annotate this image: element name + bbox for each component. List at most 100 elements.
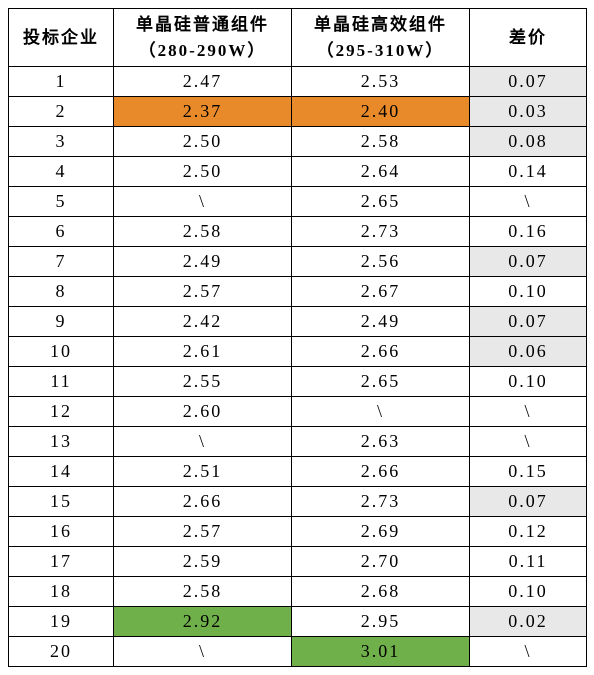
cell-diff: \ — [470, 397, 587, 427]
table-row: 20\3.01\ — [9, 637, 587, 667]
cell-standard: 2.61 — [114, 337, 292, 367]
table-row: 82.572.670.10 — [9, 277, 587, 307]
cell-standard: 2.50 — [114, 157, 292, 187]
table-row: 12.472.530.07 — [9, 67, 587, 97]
table-row: 5\2.65\ — [9, 187, 587, 217]
column-header-id: 投标企业 — [9, 9, 114, 67]
cell-high-eff: 2.65 — [292, 187, 470, 217]
cell-diff: 0.07 — [470, 487, 587, 517]
cell-id: 7 — [9, 247, 114, 277]
cell-id: 19 — [9, 607, 114, 637]
cell-high-eff: 2.64 — [292, 157, 470, 187]
cell-id: 13 — [9, 427, 114, 457]
table-row: 13\2.63\ — [9, 427, 587, 457]
table-row: 92.422.490.07 — [9, 307, 587, 337]
cell-diff: 0.12 — [470, 517, 587, 547]
table-row: 42.502.640.14 — [9, 157, 587, 187]
cell-diff: 0.10 — [470, 577, 587, 607]
cell-standard: 2.42 — [114, 307, 292, 337]
table-row: 62.582.730.16 — [9, 217, 587, 247]
table-row: 102.612.660.06 — [9, 337, 587, 367]
cell-standard: 2.47 — [114, 67, 292, 97]
column-header-hi: 单晶硅高效组件（295-310W） — [292, 9, 470, 67]
cell-standard: \ — [114, 187, 292, 217]
cell-standard: 2.50 — [114, 127, 292, 157]
price-table: 投标企业 单晶硅普通组件（280-290W） 单晶硅高效组件（295-310W）… — [8, 8, 587, 667]
cell-id: 15 — [9, 487, 114, 517]
cell-id: 9 — [9, 307, 114, 337]
table-row: 22.372.400.03 — [9, 97, 587, 127]
cell-high-eff: 2.70 — [292, 547, 470, 577]
cell-standard: 2.57 — [114, 517, 292, 547]
cell-standard: \ — [114, 637, 292, 667]
cell-diff: 0.07 — [470, 307, 587, 337]
cell-diff: \ — [470, 187, 587, 217]
cell-diff: 0.15 — [470, 457, 587, 487]
cell-id: 8 — [9, 277, 114, 307]
table-row: 162.572.690.12 — [9, 517, 587, 547]
cell-high-eff: \ — [292, 397, 470, 427]
cell-standard: 2.58 — [114, 217, 292, 247]
cell-standard: 2.55 — [114, 367, 292, 397]
table-row: 72.492.560.07 — [9, 247, 587, 277]
cell-id: 17 — [9, 547, 114, 577]
table-row: 152.662.730.07 — [9, 487, 587, 517]
cell-diff: 0.08 — [470, 127, 587, 157]
cell-id: 12 — [9, 397, 114, 427]
cell-standard: 2.59 — [114, 547, 292, 577]
cell-id: 11 — [9, 367, 114, 397]
table-header: 投标企业 单晶硅普通组件（280-290W） 单晶硅高效组件（295-310W）… — [9, 9, 587, 67]
cell-id: 16 — [9, 517, 114, 547]
cell-high-eff: 2.56 — [292, 247, 470, 277]
cell-high-eff: 2.67 — [292, 277, 470, 307]
table-row: 182.582.680.10 — [9, 577, 587, 607]
cell-high-eff: 2.69 — [292, 517, 470, 547]
cell-high-eff: 2.40 — [292, 97, 470, 127]
cell-diff: 0.03 — [470, 97, 587, 127]
cell-id: 14 — [9, 457, 114, 487]
table-row: 192.922.950.02 — [9, 607, 587, 637]
cell-standard: 2.51 — [114, 457, 292, 487]
cell-diff: 0.16 — [470, 217, 587, 247]
cell-high-eff: 2.63 — [292, 427, 470, 457]
table-body: 12.472.530.0722.372.400.0332.502.580.084… — [9, 67, 587, 667]
cell-id: 6 — [9, 217, 114, 247]
cell-high-eff: 2.68 — [292, 577, 470, 607]
cell-high-eff: 2.73 — [292, 487, 470, 517]
cell-high-eff: 2.53 — [292, 67, 470, 97]
cell-diff: 0.10 — [470, 367, 587, 397]
table-row: 172.592.700.11 — [9, 547, 587, 577]
cell-standard: 2.58 — [114, 577, 292, 607]
cell-id: 10 — [9, 337, 114, 367]
cell-id: 18 — [9, 577, 114, 607]
cell-diff: 0.07 — [470, 67, 587, 97]
cell-high-eff: 2.95 — [292, 607, 470, 637]
cell-diff: \ — [470, 637, 587, 667]
column-header-diff: 差价 — [470, 9, 587, 67]
column-header-std: 单晶硅普通组件（280-290W） — [114, 9, 292, 67]
cell-id: 5 — [9, 187, 114, 217]
cell-high-eff: 2.66 — [292, 457, 470, 487]
cell-standard: \ — [114, 427, 292, 457]
cell-id: 20 — [9, 637, 114, 667]
cell-high-eff: 2.73 — [292, 217, 470, 247]
cell-id: 2 — [9, 97, 114, 127]
table-row: 142.512.660.15 — [9, 457, 587, 487]
table-row: 32.502.580.08 — [9, 127, 587, 157]
cell-diff: 0.14 — [470, 157, 587, 187]
cell-id: 4 — [9, 157, 114, 187]
cell-diff: 0.07 — [470, 247, 587, 277]
table-row: 112.552.650.10 — [9, 367, 587, 397]
cell-high-eff: 3.01 — [292, 637, 470, 667]
cell-diff: 0.11 — [470, 547, 587, 577]
cell-diff: \ — [470, 427, 587, 457]
cell-standard: 2.66 — [114, 487, 292, 517]
cell-diff: 0.02 — [470, 607, 587, 637]
cell-standard: 2.92 — [114, 607, 292, 637]
cell-high-eff: 2.66 — [292, 337, 470, 367]
table-row: 122.60\\ — [9, 397, 587, 427]
cell-standard: 2.57 — [114, 277, 292, 307]
cell-diff: 0.10 — [470, 277, 587, 307]
cell-standard: 2.37 — [114, 97, 292, 127]
cell-id: 3 — [9, 127, 114, 157]
